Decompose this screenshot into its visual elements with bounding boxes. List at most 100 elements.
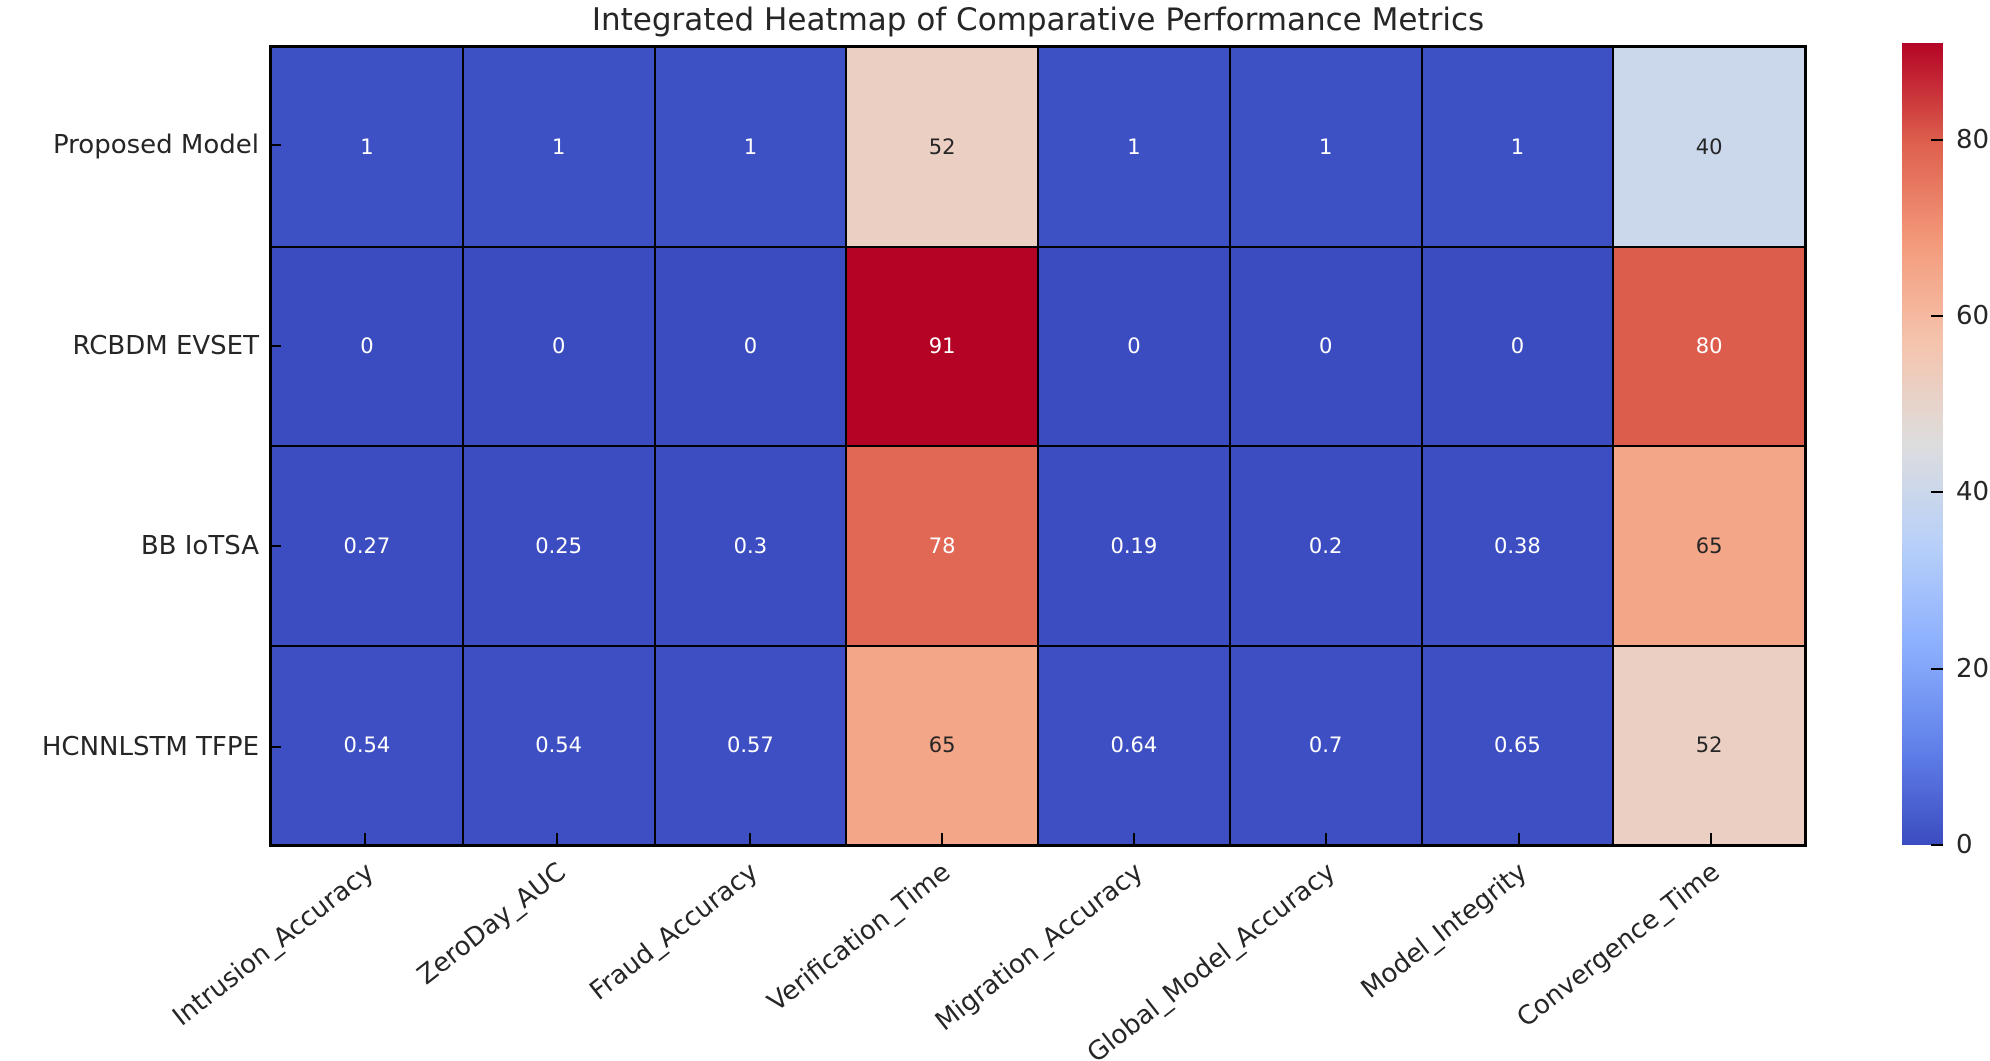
x-tick bbox=[1133, 833, 1136, 845]
heatmap-cell: 0 bbox=[1421, 246, 1614, 446]
column-label: Verification_Time bbox=[762, 857, 957, 1018]
x-tick bbox=[940, 833, 943, 845]
x-tick bbox=[556, 833, 559, 845]
heatmap-cell: 0 bbox=[462, 246, 655, 446]
cell-value: 0.57 bbox=[726, 733, 774, 758]
colorbar-tick bbox=[1931, 667, 1943, 670]
column-label: Convergence_Time bbox=[1511, 857, 1726, 1034]
colorbar-tick bbox=[1931, 844, 1943, 846]
column-label: Migration_Accuracy bbox=[929, 857, 1149, 1038]
cell-value: 1 bbox=[1318, 134, 1333, 159]
heatmap-cell: 0.25 bbox=[462, 446, 655, 646]
heatmap-cell: 0.7 bbox=[1229, 645, 1422, 845]
cell-value: 1 bbox=[1510, 134, 1525, 159]
cell-value: 0 bbox=[743, 334, 758, 359]
cell-value: 0.54 bbox=[343, 733, 391, 758]
cell-value: 52 bbox=[1695, 733, 1723, 758]
column-label: Fraud_Accuracy bbox=[584, 857, 765, 1007]
y-tick bbox=[269, 344, 281, 347]
colorbar-tick-label: 60 bbox=[1956, 301, 1990, 332]
heatmap-cell: 0.27 bbox=[271, 446, 463, 646]
column-label: Model_Integrity bbox=[1355, 857, 1534, 1005]
heatmap-cell: 0 bbox=[654, 246, 847, 446]
heatmap-cell: 78 bbox=[846, 446, 1038, 646]
colorbar-tick-label: 20 bbox=[1956, 653, 1990, 684]
y-tick bbox=[269, 144, 281, 147]
heatmap-cell: 1 bbox=[462, 47, 655, 247]
heatmap-cell: 0.38 bbox=[1421, 446, 1614, 646]
column-label: ZeroDay_AUC bbox=[412, 857, 572, 991]
y-tick bbox=[269, 745, 281, 748]
colorbar-tick bbox=[1931, 138, 1943, 141]
heatmap-cell: 52 bbox=[1613, 645, 1805, 845]
heatmap-cell: 0 bbox=[271, 246, 463, 446]
cell-value: 0.38 bbox=[1493, 533, 1541, 558]
cell-value: 0 bbox=[1127, 334, 1141, 359]
heatmap-cell: 65 bbox=[1613, 446, 1805, 646]
heatmap-cell: 1 bbox=[1038, 47, 1230, 247]
heatmap-cell: 65 bbox=[846, 645, 1038, 845]
heatmap-cell: 1 bbox=[271, 47, 463, 247]
cell-value: 1 bbox=[1127, 134, 1141, 159]
cell-value: 1 bbox=[551, 134, 566, 159]
heatmap-cell: 0.54 bbox=[462, 645, 655, 845]
heatmap-grid: 1 1 1 52 1 1 1 40 0 0 0 91 0 0 0 80 0.27 0.25 0.3 78 0.19 0.2… bbox=[269, 45, 1807, 847]
cell-value: 0 bbox=[551, 334, 566, 359]
x-tick bbox=[748, 833, 751, 845]
heatmap-cell: 0 bbox=[1229, 246, 1422, 446]
cell-value: 0.64 bbox=[1110, 733, 1158, 758]
colorbar-tick bbox=[1931, 315, 1943, 318]
cell-value: 78 bbox=[928, 533, 956, 558]
row-label: BB IoTSA bbox=[140, 531, 259, 562]
row-label: Proposed Model bbox=[52, 130, 259, 161]
cell-value: 0.65 bbox=[1493, 733, 1541, 758]
colorbar-tick bbox=[1931, 491, 1943, 494]
cell-value: 91 bbox=[928, 334, 956, 359]
heatmap-cell: 0.3 bbox=[654, 446, 847, 646]
row-label: HCNNLSTM TFPE bbox=[41, 731, 259, 762]
cell-value: 0.19 bbox=[1110, 533, 1158, 558]
cell-value: 0.7 bbox=[1308, 733, 1343, 758]
colorbar-tick-label: 80 bbox=[1956, 124, 1990, 155]
cell-value: 52 bbox=[928, 134, 956, 159]
x-tick bbox=[1517, 833, 1520, 845]
heatmap-cell: 0.54 bbox=[271, 645, 463, 845]
colorbar-tick-label: 0 bbox=[1956, 830, 1973, 860]
heatmap-cell: 40 bbox=[1613, 47, 1805, 247]
cell-value: 0 bbox=[360, 334, 374, 359]
cell-value: 65 bbox=[928, 733, 956, 758]
heatmap-cell: 1 bbox=[654, 47, 847, 247]
cell-value: 1 bbox=[360, 134, 374, 159]
colorbar-tick-label: 40 bbox=[1956, 477, 1990, 508]
heatmap-cell: 0.57 bbox=[654, 645, 847, 845]
heatmap-cell: 1 bbox=[1229, 47, 1422, 247]
heatmap-cell: 1 bbox=[1421, 47, 1614, 247]
x-tick bbox=[1709, 833, 1712, 845]
cell-value: 0.27 bbox=[343, 533, 391, 558]
heatmap-cell: 0.19 bbox=[1038, 446, 1230, 646]
x-tick bbox=[1325, 833, 1328, 845]
cell-value: 0.54 bbox=[535, 733, 582, 758]
y-tick bbox=[269, 545, 281, 548]
x-tick bbox=[364, 833, 367, 845]
cell-value: 0.3 bbox=[733, 533, 768, 558]
heatmap-cell: 80 bbox=[1613, 246, 1805, 446]
cell-value: 1 bbox=[743, 134, 758, 159]
chart-title: Integrated Heatmap of Comparative Perfor… bbox=[591, 2, 1485, 38]
heatmap-cell: 0.65 bbox=[1421, 645, 1614, 845]
column-label: Intrusion_Accuracy bbox=[166, 857, 380, 1033]
cell-value: 0.25 bbox=[535, 533, 582, 558]
heatmap-cell: 91 bbox=[846, 246, 1038, 446]
cell-value: 0.2 bbox=[1308, 533, 1343, 558]
cell-value: 65 bbox=[1695, 533, 1723, 558]
cell-value: 0 bbox=[1510, 334, 1525, 359]
cell-value: 80 bbox=[1695, 334, 1723, 359]
colorbar-gradient bbox=[1902, 43, 1943, 845]
heatmap-cell: 0.64 bbox=[1038, 645, 1230, 845]
heatmap-cell: 52 bbox=[846, 47, 1038, 247]
cell-value: 0 bbox=[1318, 334, 1333, 359]
cell-value: 40 bbox=[1695, 134, 1723, 159]
heatmap-cell: 0.2 bbox=[1229, 446, 1422, 646]
row-label: RCBDM EVSET bbox=[72, 330, 259, 361]
